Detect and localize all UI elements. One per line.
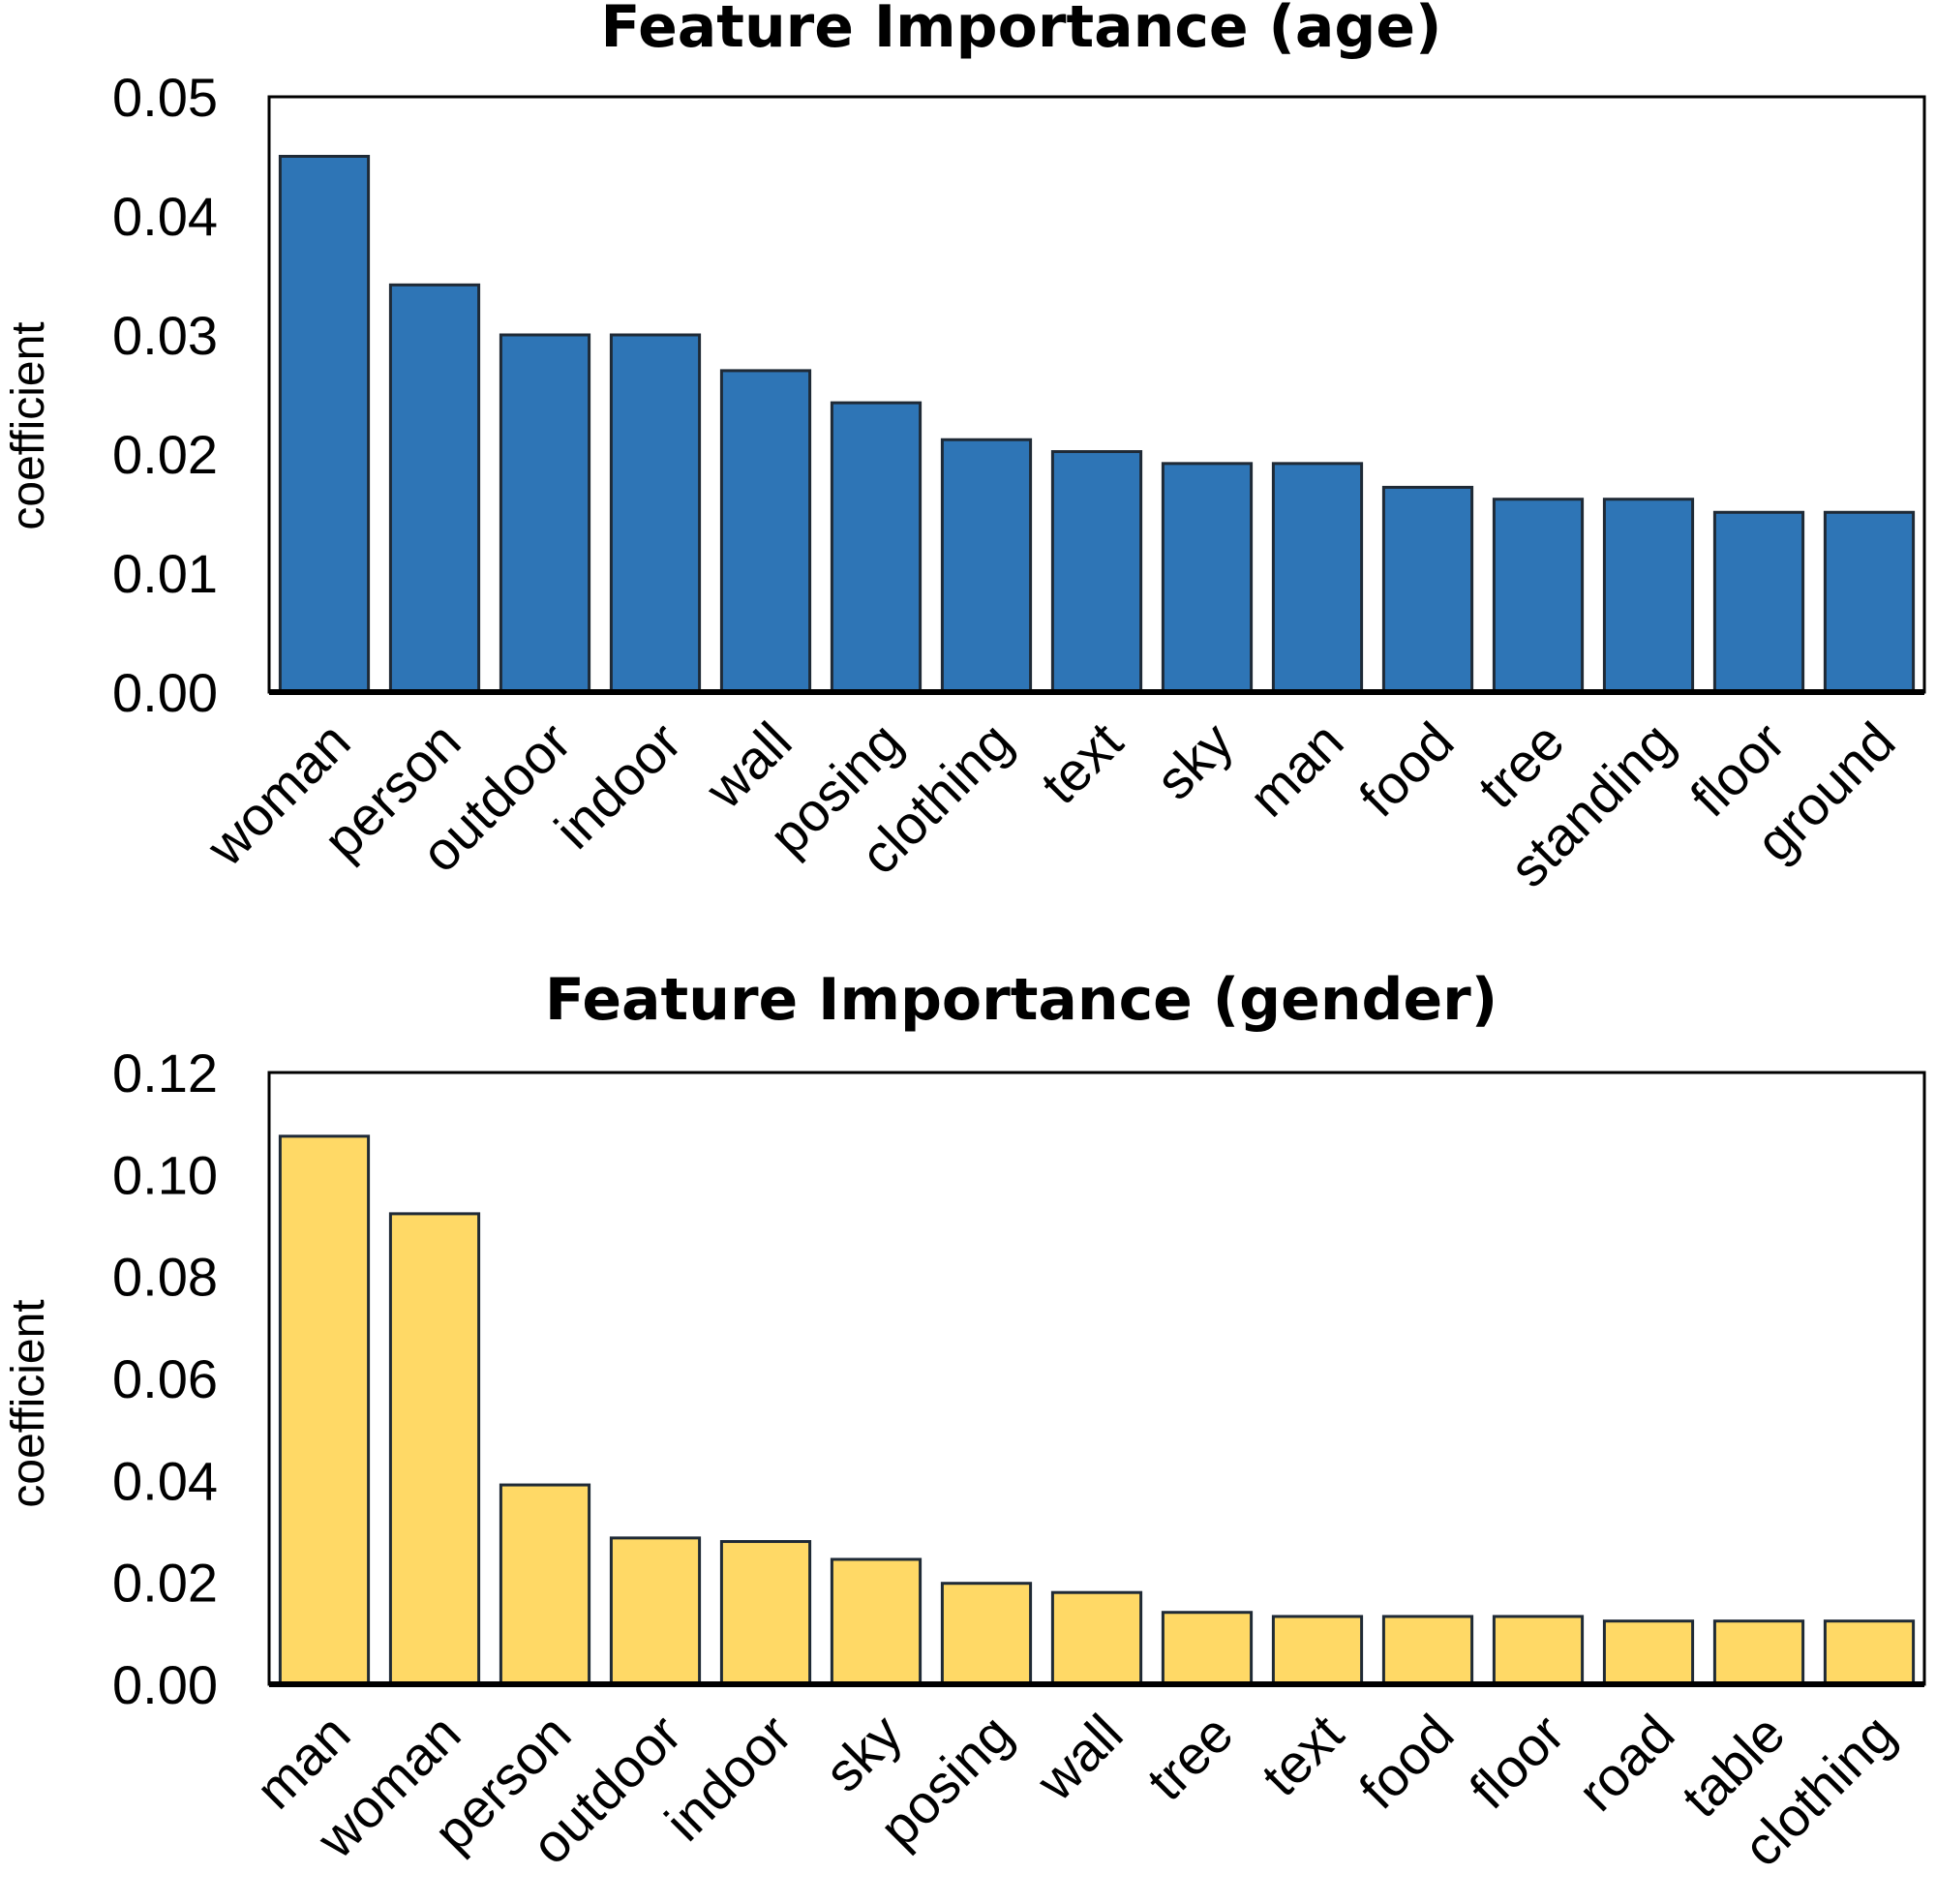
bar — [278, 1134, 371, 1686]
y-tick-label: 0.10 — [112, 1144, 218, 1205]
bar — [1712, 1619, 1805, 1686]
bar — [1381, 485, 1474, 694]
chart-title: Feature Importance (gender) — [545, 966, 1497, 1034]
y-tick-label: 0.08 — [112, 1247, 218, 1308]
x-tick-label: food — [1347, 1703, 1466, 1821]
y-tick-label: 0.12 — [112, 1043, 218, 1103]
bar — [1271, 1615, 1364, 1686]
chart-gender: Feature Importance (gender) coefficient … — [3, 966, 1926, 1878]
x-tick-label: food — [1347, 710, 1466, 829]
bar — [1271, 462, 1364, 694]
x-tick-label: text — [1250, 1703, 1355, 1808]
x-tick-label: indoor — [543, 710, 693, 861]
y-tick-label: 0.03 — [112, 305, 218, 366]
y-tick-label: 0.04 — [112, 186, 218, 247]
x-tick-label: wall — [1024, 1703, 1134, 1812]
chart-title: Feature Importance (age) — [601, 0, 1442, 61]
bar — [1492, 1615, 1585, 1686]
bar — [499, 1483, 591, 1686]
bar — [499, 333, 591, 694]
bar — [278, 155, 371, 694]
x-tick-label: text — [1029, 710, 1134, 816]
y-axis-label: coefficient — [3, 1299, 54, 1507]
bar — [940, 1582, 1033, 1686]
y-tick-label: 0.06 — [112, 1348, 218, 1409]
bar — [1712, 510, 1805, 694]
x-tick-label: road — [1566, 1703, 1686, 1823]
y-tick-label: 0.05 — [112, 67, 218, 128]
bar — [609, 1536, 702, 1686]
y-axis-label: coefficient — [3, 321, 54, 529]
bar — [1050, 1590, 1143, 1686]
bar — [1161, 462, 1254, 694]
bar — [388, 1212, 481, 1686]
bar — [609, 333, 702, 694]
y-tick-label: 0.00 — [112, 662, 218, 723]
x-tick-label: sky — [1144, 710, 1245, 811]
bar — [940, 438, 1033, 694]
bar — [830, 401, 923, 694]
bar — [1161, 1611, 1254, 1686]
x-tick-label: man — [1237, 710, 1355, 829]
y-tick-label: 0.00 — [112, 1654, 218, 1715]
y-tick-label: 0.04 — [112, 1450, 218, 1511]
y-tick-label: 0.02 — [112, 424, 218, 485]
bar — [1050, 450, 1143, 694]
y-tick-label: 0.01 — [112, 543, 218, 604]
chart-age: Feature Importance (age) coefficient 0.0… — [3, 0, 1926, 898]
bar — [1823, 510, 1916, 694]
x-tick-label: floor — [1458, 1703, 1576, 1821]
bar — [719, 369, 812, 694]
y-tick-label: 0.02 — [112, 1553, 218, 1614]
bar — [830, 1557, 923, 1686]
bar — [1492, 498, 1585, 694]
bar — [1602, 1619, 1695, 1686]
bar — [1381, 1615, 1474, 1686]
bar — [1823, 1619, 1916, 1686]
x-tick-label: tree — [1135, 1703, 1245, 1812]
bar — [719, 1540, 812, 1686]
x-tick-label: indoor — [653, 1703, 803, 1853]
bar — [1602, 498, 1695, 694]
bar — [388, 283, 481, 694]
